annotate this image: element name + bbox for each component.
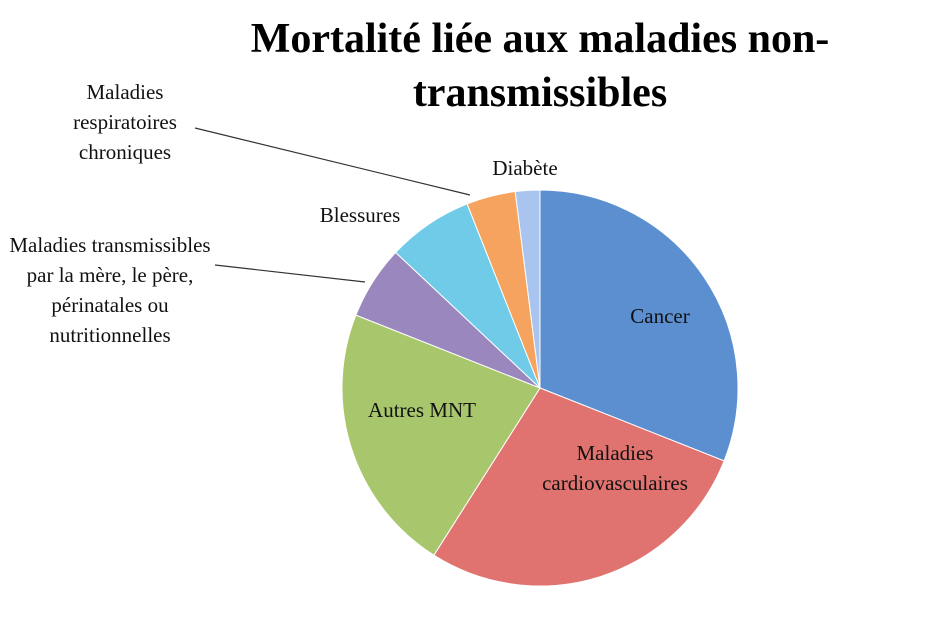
leader-line [214, 264, 366, 283]
slice-label: Maladies cardiovasculaires [542, 441, 688, 495]
slice-label: Cancer [630, 304, 690, 328]
pie-slice [433, 387, 725, 587]
slice-label: Autres MNT [368, 398, 476, 422]
chart-title: Mortalité liée aux maladies non-transmis… [250, 16, 830, 116]
slice-label: Blessures [319, 203, 401, 227]
leader-line [194, 127, 471, 196]
slice-label: Diabète [492, 156, 558, 180]
pie-slice [341, 314, 541, 556]
pie-slice [514, 189, 541, 389]
pie-slice [539, 189, 739, 462]
slice-label: Maladies respiratoires chroniques [73, 80, 177, 164]
slice-label: Maladies transmissibles par la mère, le … [9, 233, 211, 347]
